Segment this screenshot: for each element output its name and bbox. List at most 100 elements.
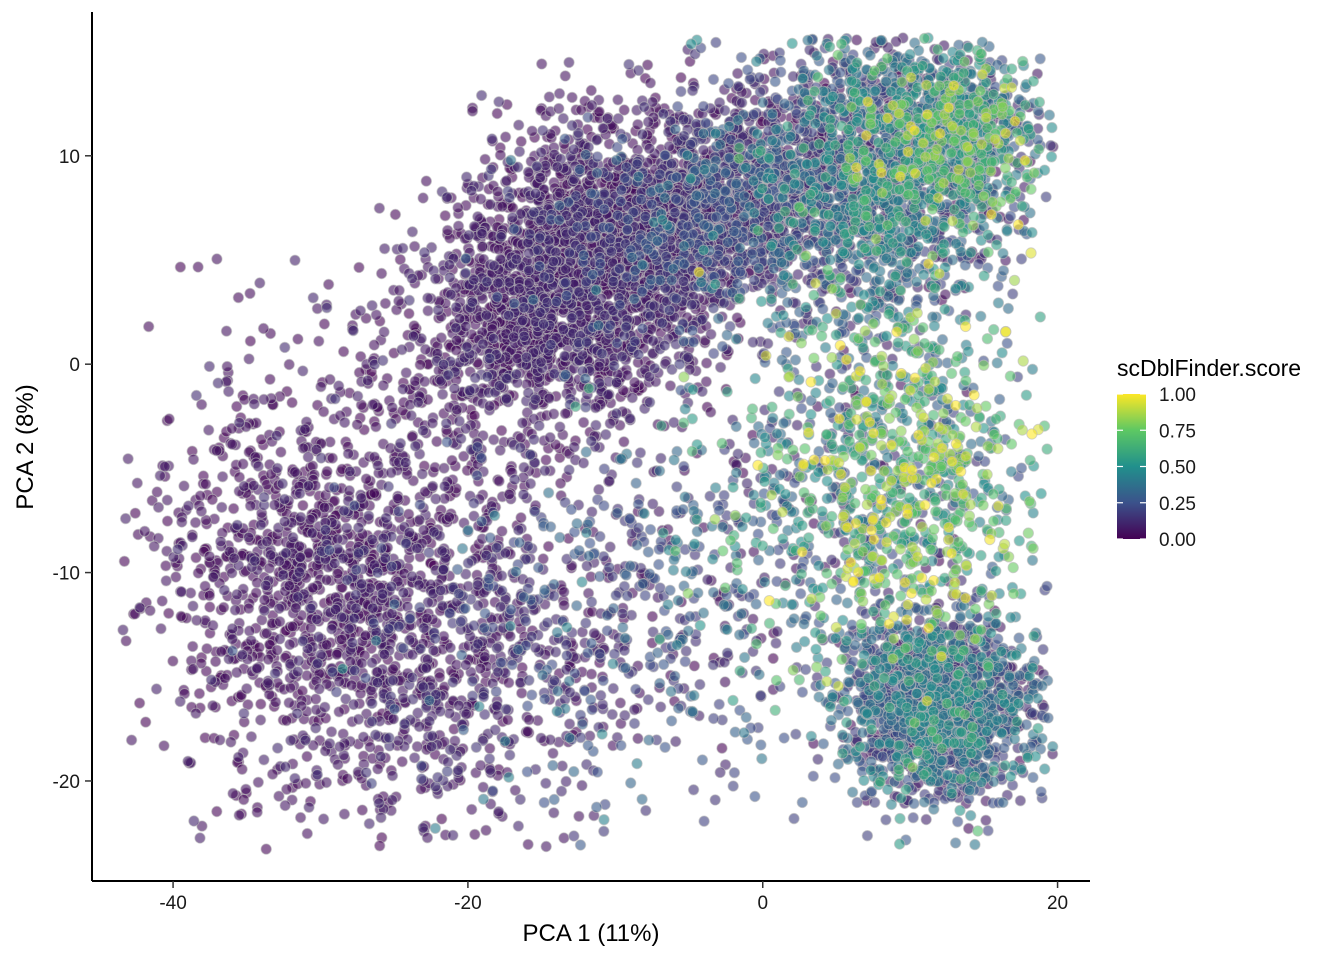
scatter-point: [252, 776, 264, 788]
scatter-point: [554, 477, 567, 489]
scatter-point: [577, 457, 590, 469]
scatter-point: [441, 224, 454, 237]
scatter-point: [299, 423, 311, 435]
scatter-point: [203, 589, 216, 602]
scatter-point: [148, 540, 160, 552]
scatter-point: [229, 604, 242, 616]
scatter-point: [524, 478, 537, 490]
scatter-point: [443, 511, 455, 523]
scatter-point: [210, 445, 223, 457]
scatter-point: [199, 580, 211, 592]
scatter-point: [187, 453, 200, 466]
scatter-point: [334, 741, 346, 753]
scatter-point: [375, 811, 387, 824]
scatter-point: [274, 616, 286, 628]
scatter-point: [664, 380, 677, 392]
scatter-point: [422, 305, 434, 317]
scatter-point: [289, 466, 301, 478]
scatter-point: [612, 112, 624, 125]
scatter-point: [430, 493, 442, 505]
scatter-point: [576, 779, 588, 792]
scatter-point: [163, 413, 175, 425]
scatter-point: [540, 454, 552, 466]
scatter-point: [418, 524, 430, 536]
scatter-point: [214, 734, 226, 746]
scatter-point: [548, 408, 560, 420]
scatter-point: [411, 740, 423, 753]
scatter-point: [286, 396, 298, 409]
scatter-point: [203, 424, 215, 436]
scatter-point: [435, 332, 447, 344]
scatter-point: [405, 409, 417, 422]
scatter-point: [161, 494, 174, 506]
scatter-point: [300, 777, 312, 789]
scatter-point: [448, 382, 461, 395]
scatter-point: [226, 623, 239, 635]
scatter-point: [321, 574, 333, 586]
scatter-point: [511, 352, 523, 365]
scatter-point: [483, 400, 496, 412]
scatter-point: [279, 799, 291, 812]
scatter-point: [396, 756, 408, 768]
scatter-point: [462, 580, 474, 592]
scatter-point: [295, 511, 307, 523]
scatter-point: [133, 697, 146, 709]
scatter-point: [386, 770, 399, 782]
scatter-point: [341, 773, 353, 785]
scatter-point: [360, 473, 372, 485]
scatter-point: [747, 613, 759, 625]
scatter-point: [386, 794, 398, 806]
scatter-point: [243, 353, 255, 365]
scatter-point: [317, 813, 330, 825]
scatter-point: [585, 84, 597, 97]
scatter-point: [548, 807, 560, 819]
scatter-point: [409, 375, 421, 387]
scatter-point: [294, 811, 307, 824]
scatter-point: [364, 741, 376, 753]
scatter-point: [420, 175, 432, 187]
scatter-point: [150, 683, 163, 695]
scatter-point: [560, 775, 572, 788]
scatter-point: [389, 208, 402, 221]
scatter-point: [342, 448, 355, 460]
scatter-point: [216, 471, 229, 483]
scatter-point: [612, 94, 624, 106]
scatter-point: [176, 516, 188, 528]
scatter-point: [227, 502, 240, 515]
scatter-point: [283, 697, 295, 709]
scatter-point: [248, 398, 261, 410]
data-points: [117, 32, 1059, 855]
scatter-point: [264, 373, 276, 385]
scatter-point: [577, 416, 590, 429]
scatter-point: [120, 635, 132, 647]
scatter-point: [232, 751, 245, 763]
scatter-point: [237, 458, 249, 470]
scatter-point: [333, 380, 345, 392]
scatter-point: [631, 144, 644, 156]
scatter-point: [731, 67, 744, 80]
scatter-point: [413, 514, 426, 526]
scatter-point: [220, 325, 233, 337]
scatter-point: [387, 663, 399, 675]
scatter-point: [258, 754, 270, 766]
scatter-point: [604, 417, 616, 430]
scatter-point: [321, 639, 333, 651]
scatter-point: [824, 368, 836, 380]
scatter-point: [160, 575, 172, 587]
scatter-point: [268, 499, 281, 511]
scatter-point: [403, 508, 415, 520]
scatter-point: [851, 34, 863, 46]
scatter-point: [155, 623, 167, 635]
scatter-point: [195, 505, 208, 517]
scatter-point: [232, 291, 245, 304]
scatter-point: [160, 560, 172, 572]
scatter-point: [385, 467, 397, 479]
scatter-point: [209, 655, 222, 668]
scatter-point: [474, 759, 487, 772]
scatter-point: [632, 118, 644, 131]
scatter-point: [325, 726, 338, 738]
scatter-point: [393, 295, 405, 307]
scatter-point: [175, 610, 187, 622]
scatter-point: [540, 840, 552, 853]
scatter-point: [354, 305, 367, 317]
